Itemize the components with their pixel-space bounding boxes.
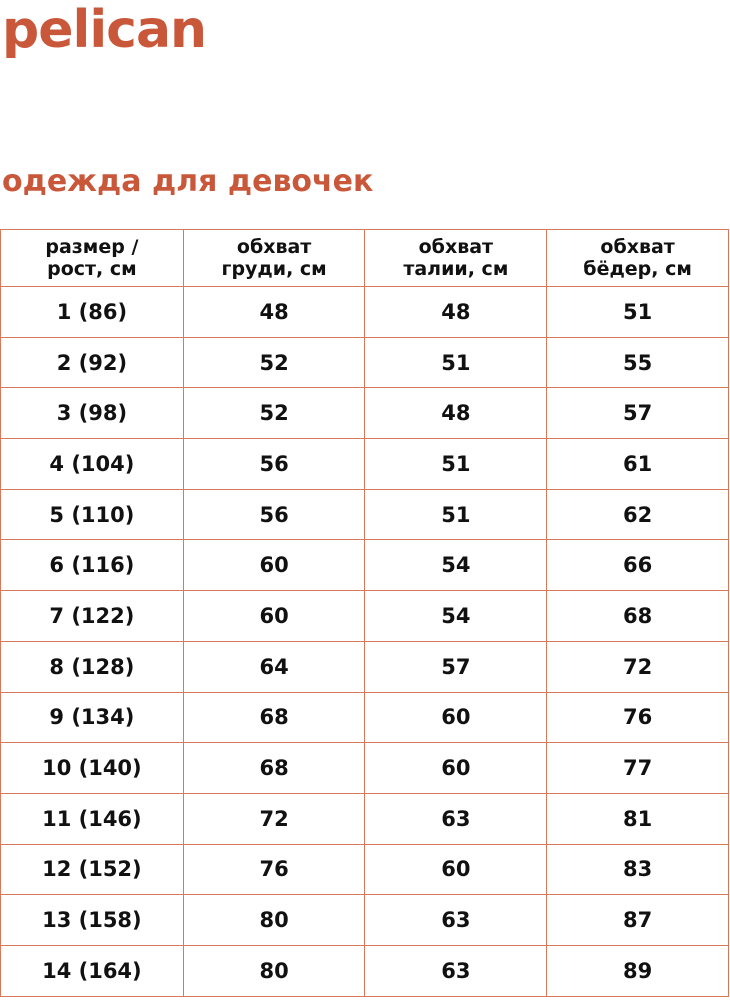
- table-cell: 51: [546, 286, 729, 338]
- table-cell: 10 (140): [0, 742, 184, 794]
- table-cell: 77: [546, 742, 729, 794]
- table-cell: 4 (104): [0, 438, 184, 490]
- table-header-row: размер / рост, см обхват груди, см обхват тал…: [0, 229, 729, 287]
- table-cell: 6 (116): [0, 539, 184, 592]
- table-cell: 60: [364, 691, 548, 744]
- table-cell: 68: [182, 742, 366, 794]
- table-cell: 66: [546, 539, 729, 592]
- table-row: 6 (116) 60 54 66: [0, 539, 729, 592]
- table-cell: 83: [546, 843, 729, 896]
- table-row: 3 (98) 52 48 57: [0, 387, 729, 440]
- column-header-line: обхват: [236, 236, 312, 258]
- table-row: 7 (122) 60 54 68: [0, 590, 729, 642]
- table-row: 1 (86) 48 48 51: [0, 286, 729, 338]
- table-cell: 7 (122): [0, 590, 184, 642]
- table-cell: 52: [182, 387, 366, 440]
- table-cell: 80: [182, 894, 366, 946]
- size-chart-table: размер / рост, см обхват груди, см обхват тал…: [0, 229, 729, 997]
- table-cell: 56: [182, 438, 366, 490]
- column-header-line: размер /: [45, 236, 139, 258]
- table-cell: 2 (92): [0, 336, 184, 389]
- table-cell: 72: [546, 640, 729, 693]
- table-cell: 64: [182, 640, 366, 693]
- table-row: 9 (134) 68 60 76: [0, 691, 729, 744]
- table-cell: 54: [364, 539, 548, 592]
- table-cell: 52: [182, 336, 366, 389]
- table-cell: 51: [364, 438, 548, 490]
- table-cell: 14 (164): [0, 944, 184, 997]
- table-cell: 51: [364, 488, 548, 541]
- table-cell: 62: [546, 488, 729, 541]
- column-header-line: талии, см: [403, 258, 509, 280]
- table-row: 12 (152) 76 60 83: [0, 843, 729, 896]
- column-header-line: бёдер, см: [583, 258, 692, 280]
- column-header: обхват бёдер, см: [546, 229, 729, 287]
- table-cell: 60: [364, 843, 548, 896]
- table-cell: 54: [364, 590, 548, 642]
- table-cell: 63: [364, 792, 548, 845]
- column-header: размер / рост, см: [0, 229, 184, 287]
- page-title: одежда для девочек: [2, 164, 374, 199]
- column-header: обхват талии, см: [364, 229, 548, 287]
- table-cell: 13 (158): [0, 894, 184, 946]
- table-cell: 8 (128): [0, 640, 184, 693]
- table-cell: 60: [364, 742, 548, 794]
- table-cell: 63: [364, 944, 548, 997]
- column-header: обхват груди, см: [182, 229, 366, 287]
- table-row: 2 (92) 52 51 55: [0, 336, 729, 389]
- table-row: 11 (146) 72 63 81: [0, 792, 729, 845]
- table-row: 13 (158) 80 63 87: [0, 894, 729, 946]
- table-row: 4 (104) 56 51 61: [0, 438, 729, 490]
- table-row: 10 (140) 68 60 77: [0, 742, 729, 794]
- table-cell: 72: [182, 792, 366, 845]
- table-cell: 63: [364, 894, 548, 946]
- pelican-logo: pelican: [2, 0, 207, 60]
- table-cell: 60: [182, 539, 366, 592]
- table-cell: 9 (134): [0, 691, 184, 744]
- table-row: 5 (110) 56 51 62: [0, 488, 729, 541]
- table-cell: 56: [182, 488, 366, 541]
- table-cell: 87: [546, 894, 729, 946]
- table-cell: 81: [546, 792, 729, 845]
- table-cell: 76: [546, 691, 729, 744]
- table-cell: 55: [546, 336, 729, 389]
- column-header-line: рост, см: [47, 258, 137, 280]
- table-cell: 89: [546, 944, 729, 997]
- table-cell: 11 (146): [0, 792, 184, 845]
- table-row: 8 (128) 64 57 72: [0, 640, 729, 693]
- table-cell: 68: [546, 590, 729, 642]
- table-cell: 48: [364, 387, 548, 440]
- table-cell: 80: [182, 944, 366, 997]
- table-cell: 57: [364, 640, 548, 693]
- table-cell: 1 (86): [0, 286, 184, 338]
- column-header-line: груди, см: [221, 258, 327, 280]
- table-cell: 48: [182, 286, 366, 338]
- table-cell: 60: [182, 590, 366, 642]
- table-cell: 68: [182, 691, 366, 744]
- table-cell: 57: [546, 387, 729, 440]
- table-cell: 5 (110): [0, 488, 184, 541]
- column-header-line: обхват: [600, 236, 675, 258]
- table-cell: 48: [364, 286, 548, 338]
- table-cell: 12 (152): [0, 843, 184, 896]
- table-cell: 76: [182, 843, 366, 896]
- table-cell: 51: [364, 336, 548, 389]
- table-cell: 61: [546, 438, 729, 490]
- table-row: 14 (164) 80 63 89: [0, 944, 729, 997]
- table-cell: 3 (98): [0, 387, 184, 440]
- column-header-line: обхват: [418, 236, 494, 258]
